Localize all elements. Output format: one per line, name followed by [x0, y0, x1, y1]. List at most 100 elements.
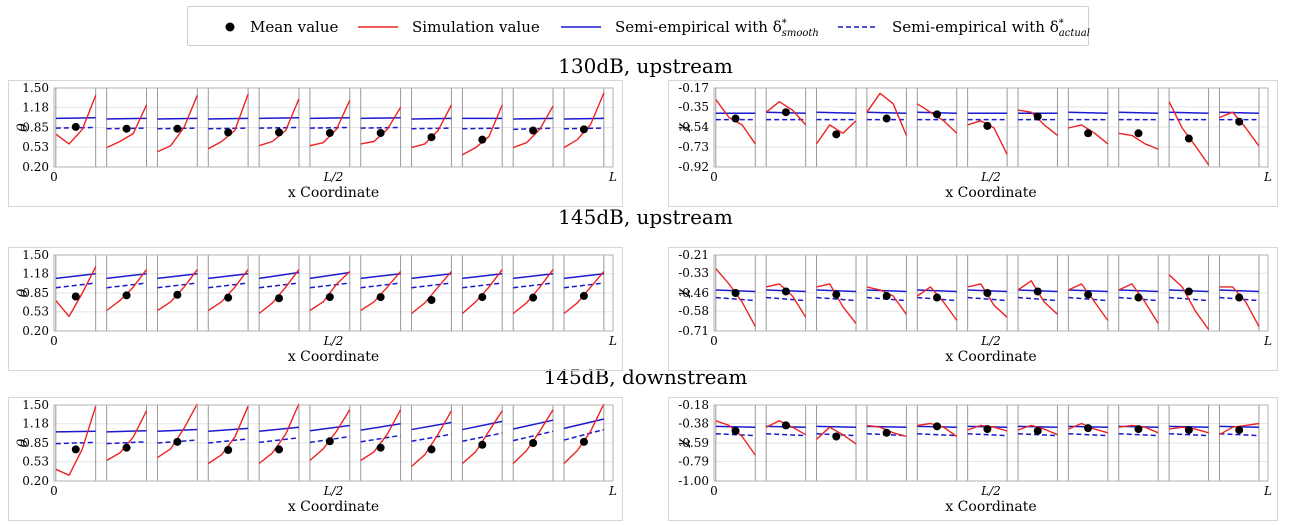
- plot-area: [713, 404, 1269, 482]
- smooth-line: [106, 272, 147, 280]
- x-tick-label: 0: [710, 334, 718, 348]
- y-tick-label: -0.58: [678, 304, 709, 318]
- y-tick-label: 1.18: [22, 100, 49, 114]
- smooth-line: [816, 111, 857, 115]
- smooth-line: [563, 117, 604, 120]
- simulation-line: [1168, 274, 1210, 330]
- simulation-line: [1118, 132, 1159, 150]
- x-axis-label: x Coordinate: [288, 499, 379, 515]
- mean-point: [781, 287, 790, 296]
- plot-area: [53, 87, 614, 168]
- mean-point: [731, 426, 740, 435]
- mean-point: [173, 290, 182, 299]
- simulation-line: [866, 92, 908, 136]
- mean-point: [376, 293, 385, 302]
- x-tick-label: 0: [50, 484, 58, 498]
- mean-point: [1084, 129, 1093, 138]
- mean-point: [579, 437, 588, 446]
- mean-point: [579, 125, 588, 134]
- smooth-line: [1169, 111, 1209, 115]
- actual-line: [1068, 432, 1108, 437]
- mean-point: [781, 421, 790, 430]
- y-tick-label: 1.50: [22, 398, 49, 412]
- simulation-line: [309, 409, 351, 462]
- y-tick-label: 0.53: [22, 305, 49, 319]
- legend-graphics: Mean value Simulation value Semi-empiric…: [225, 18, 1090, 39]
- mean-point: [224, 293, 233, 302]
- smooth-line: [866, 289, 907, 293]
- mean-point: [1184, 426, 1193, 435]
- mean-point: [933, 110, 942, 119]
- smooth-line: [513, 117, 554, 120]
- y-tick-label: -0.79: [678, 455, 709, 469]
- smooth-line: [360, 272, 401, 280]
- simulation-line: [55, 266, 97, 318]
- actual-line: [563, 428, 605, 441]
- actual-line: [360, 126, 401, 129]
- smooth-line: [866, 111, 907, 115]
- smooth-line: [917, 289, 957, 293]
- x-tick-label: L/2: [323, 170, 344, 184]
- mean-point: [832, 432, 841, 441]
- actual-line: [1017, 296, 1058, 302]
- row-title-145db-downstream: 145dB, downstream: [543, 365, 748, 389]
- actual-line: [513, 282, 554, 289]
- mean-point: [71, 292, 80, 301]
- y-tick-label: -0.21: [678, 248, 709, 262]
- y-tick-label: 0.20: [22, 160, 49, 174]
- smooth-line: [55, 272, 96, 280]
- x-axis-label: x Coordinate: [288, 349, 379, 365]
- simulation-line: [815, 120, 857, 145]
- simulation-line: [258, 403, 300, 465]
- x-axis-label: x Coordinate: [945, 185, 1036, 201]
- figure-frame: [668, 247, 1278, 371]
- y-tick-label: -0.38: [678, 417, 709, 431]
- actual-line: [1118, 432, 1159, 437]
- x-axis-label: x Coordinate: [288, 185, 379, 201]
- mean-point: [427, 296, 436, 305]
- actual-line: [411, 127, 452, 130]
- simulation-line: [207, 405, 249, 465]
- legend-label-simulation: Simulation value: [412, 18, 540, 36]
- smooth-line: [106, 429, 147, 433]
- x-tick-label: L/2: [980, 170, 1001, 184]
- mean-point: [1235, 293, 1244, 302]
- mean-point: [1184, 287, 1193, 296]
- mean-point: [983, 289, 992, 297]
- smooth-line: [208, 117, 249, 120]
- smooth-line: [309, 424, 350, 432]
- actual-line: [1068, 296, 1108, 302]
- actual-line: [208, 438, 249, 444]
- smooth-line: [513, 419, 554, 430]
- plot-area: [53, 404, 614, 482]
- legend-label-smooth: Semi-empirical with δ* smooth: [615, 18, 819, 39]
- legend-mean-marker-icon: [225, 22, 235, 32]
- x-tick-label: L: [1263, 170, 1272, 184]
- mean-point: [173, 124, 182, 133]
- smooth-line: [55, 430, 96, 433]
- mean-point: [478, 440, 487, 449]
- actual-line: [513, 430, 554, 442]
- y-axis-label: χ: [675, 287, 691, 298]
- simulation-line: [715, 268, 756, 327]
- smooth-line: [208, 272, 249, 280]
- actual-line: [259, 436, 300, 444]
- mean-point: [1033, 287, 1042, 296]
- actual-line: [411, 282, 452, 289]
- y-axis-label: θ: [15, 123, 31, 132]
- mean-point: [224, 128, 233, 137]
- mean-point: [731, 289, 740, 297]
- y-tick-label: 1.50: [22, 248, 49, 262]
- mean-point: [1134, 293, 1143, 302]
- y-tick-label: -1.00: [678, 474, 709, 488]
- figure-frame: [8, 80, 623, 207]
- mean-point: [933, 293, 942, 302]
- figure-frame: [8, 247, 623, 371]
- y-tick-label: 1.18: [22, 417, 49, 431]
- simulation-line: [55, 95, 97, 145]
- y-tick-label: 0.53: [22, 455, 49, 469]
- simulation-line: [1219, 111, 1260, 147]
- y-tick-label: 1.50: [22, 81, 49, 95]
- actual-line: [106, 441, 147, 445]
- x-tick-label: L: [608, 484, 617, 498]
